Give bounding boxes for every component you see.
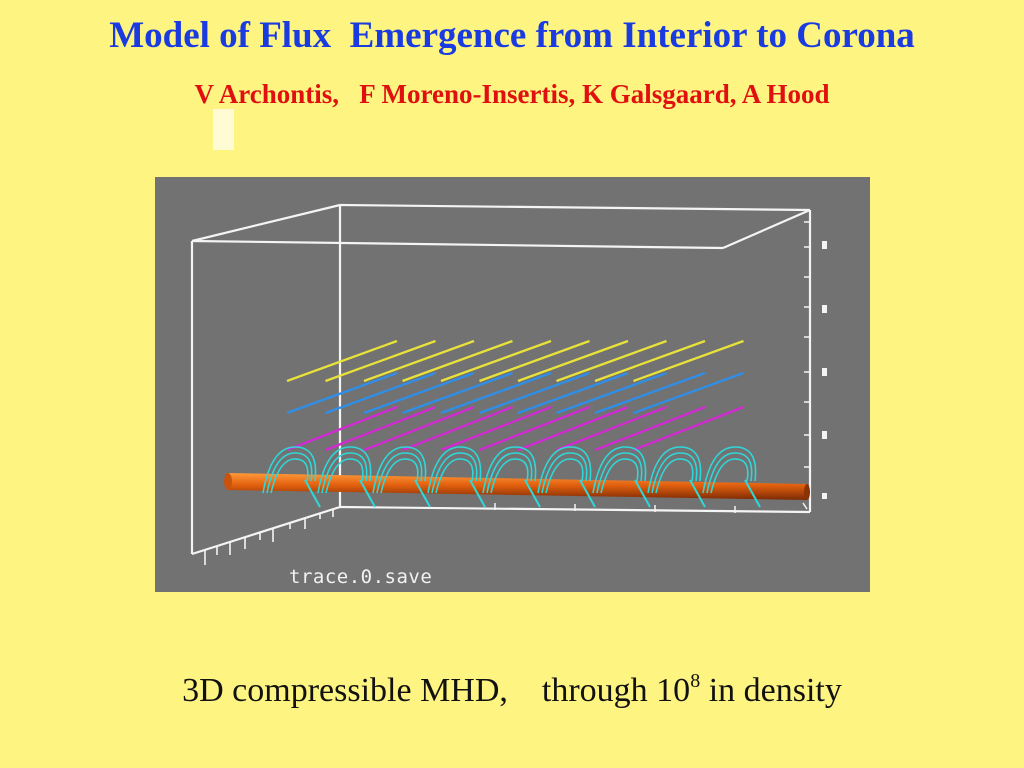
field-lines-blue [286, 371, 744, 415]
field-line [363, 371, 475, 415]
helix-loop [706, 452, 753, 494]
field-line [633, 405, 744, 452]
helix-strand [524, 479, 541, 508]
helix-loop [647, 446, 702, 494]
helix-loop [376, 452, 423, 494]
field-line [325, 371, 436, 415]
helix-strand [304, 479, 321, 508]
helix-loop [655, 458, 694, 494]
helix-loop [431, 452, 478, 494]
simulation-render [190, 203, 827, 565]
helix-loop [490, 458, 529, 494]
flux-tube [224, 473, 810, 500]
slide-title: Model of Flux Emergence from Interior to… [109, 15, 915, 56]
helix-loop [545, 458, 584, 494]
field-line [479, 371, 590, 415]
field-line [402, 339, 513, 383]
field-line [517, 405, 629, 452]
field-line [556, 339, 667, 383]
helix-loop [435, 458, 474, 494]
field-line [479, 339, 590, 383]
helix-strand [744, 479, 761, 508]
helix-strand [469, 479, 486, 508]
helix-loop [702, 446, 757, 494]
helix-loop [710, 458, 749, 494]
field-line [440, 339, 552, 383]
helix-loop [266, 452, 313, 494]
helix-strand [414, 479, 431, 508]
field-line [440, 405, 552, 452]
helix-loop [321, 452, 368, 494]
field-line [556, 405, 667, 452]
field-line [363, 405, 475, 452]
helix-loop [270, 458, 309, 494]
decorative-bar [213, 109, 234, 150]
summary-exponent: 8 [690, 670, 701, 692]
field-line [633, 339, 744, 383]
field-line [479, 405, 590, 452]
field-line [286, 371, 398, 415]
summary-line: 3D compressible MHD, through 108 in dens… [0, 658, 1024, 714]
field-line [517, 371, 629, 415]
helix-loop [600, 458, 639, 494]
helix-loop [262, 446, 317, 494]
field-line [363, 339, 475, 383]
helix-loop [651, 452, 698, 494]
helix-strand [359, 479, 376, 508]
helix-loop [427, 446, 482, 494]
field-line [402, 405, 513, 452]
helix-strand [634, 479, 651, 508]
field-line [440, 371, 552, 415]
summary-suffix: in density [700, 672, 842, 709]
field-line [556, 371, 667, 415]
helical-field-lines [262, 446, 761, 508]
helix-loop [372, 446, 427, 494]
simulation-figure: trace.0.save [155, 177, 870, 592]
helix-loop [317, 446, 372, 494]
helix-loop [325, 458, 364, 494]
helix-strand [579, 479, 596, 508]
figure-caption: trace.0.save [289, 566, 433, 588]
field-line [325, 405, 436, 452]
field-line [325, 339, 436, 383]
field-line [402, 371, 513, 415]
helix-loop [486, 452, 533, 494]
field-line [594, 339, 706, 383]
field-line [517, 339, 629, 383]
field-lines-yellow [286, 339, 744, 383]
field-line [633, 371, 744, 415]
z-axis-tick-marks [822, 241, 827, 499]
summary-prefix: 3D compressible MHD, through 10 [182, 672, 691, 709]
helix-loop [592, 446, 647, 494]
helix-loop [541, 452, 588, 494]
x-axis-ticks [494, 502, 808, 513]
helix-loop [380, 458, 419, 494]
slide-authors: V Archontis, F Moreno-Insertis, K Galsga… [194, 79, 830, 109]
bounding-box [190, 203, 812, 556]
field-line [286, 339, 398, 383]
y-axis-ticks [204, 509, 334, 565]
field-line [594, 405, 706, 452]
helix-strand [689, 479, 706, 508]
field-line [594, 371, 706, 415]
helix-loop [537, 446, 592, 494]
helix-loop [596, 452, 643, 494]
helix-loop [482, 446, 537, 494]
field-lines-magenta [286, 405, 744, 452]
field-line [286, 405, 398, 452]
